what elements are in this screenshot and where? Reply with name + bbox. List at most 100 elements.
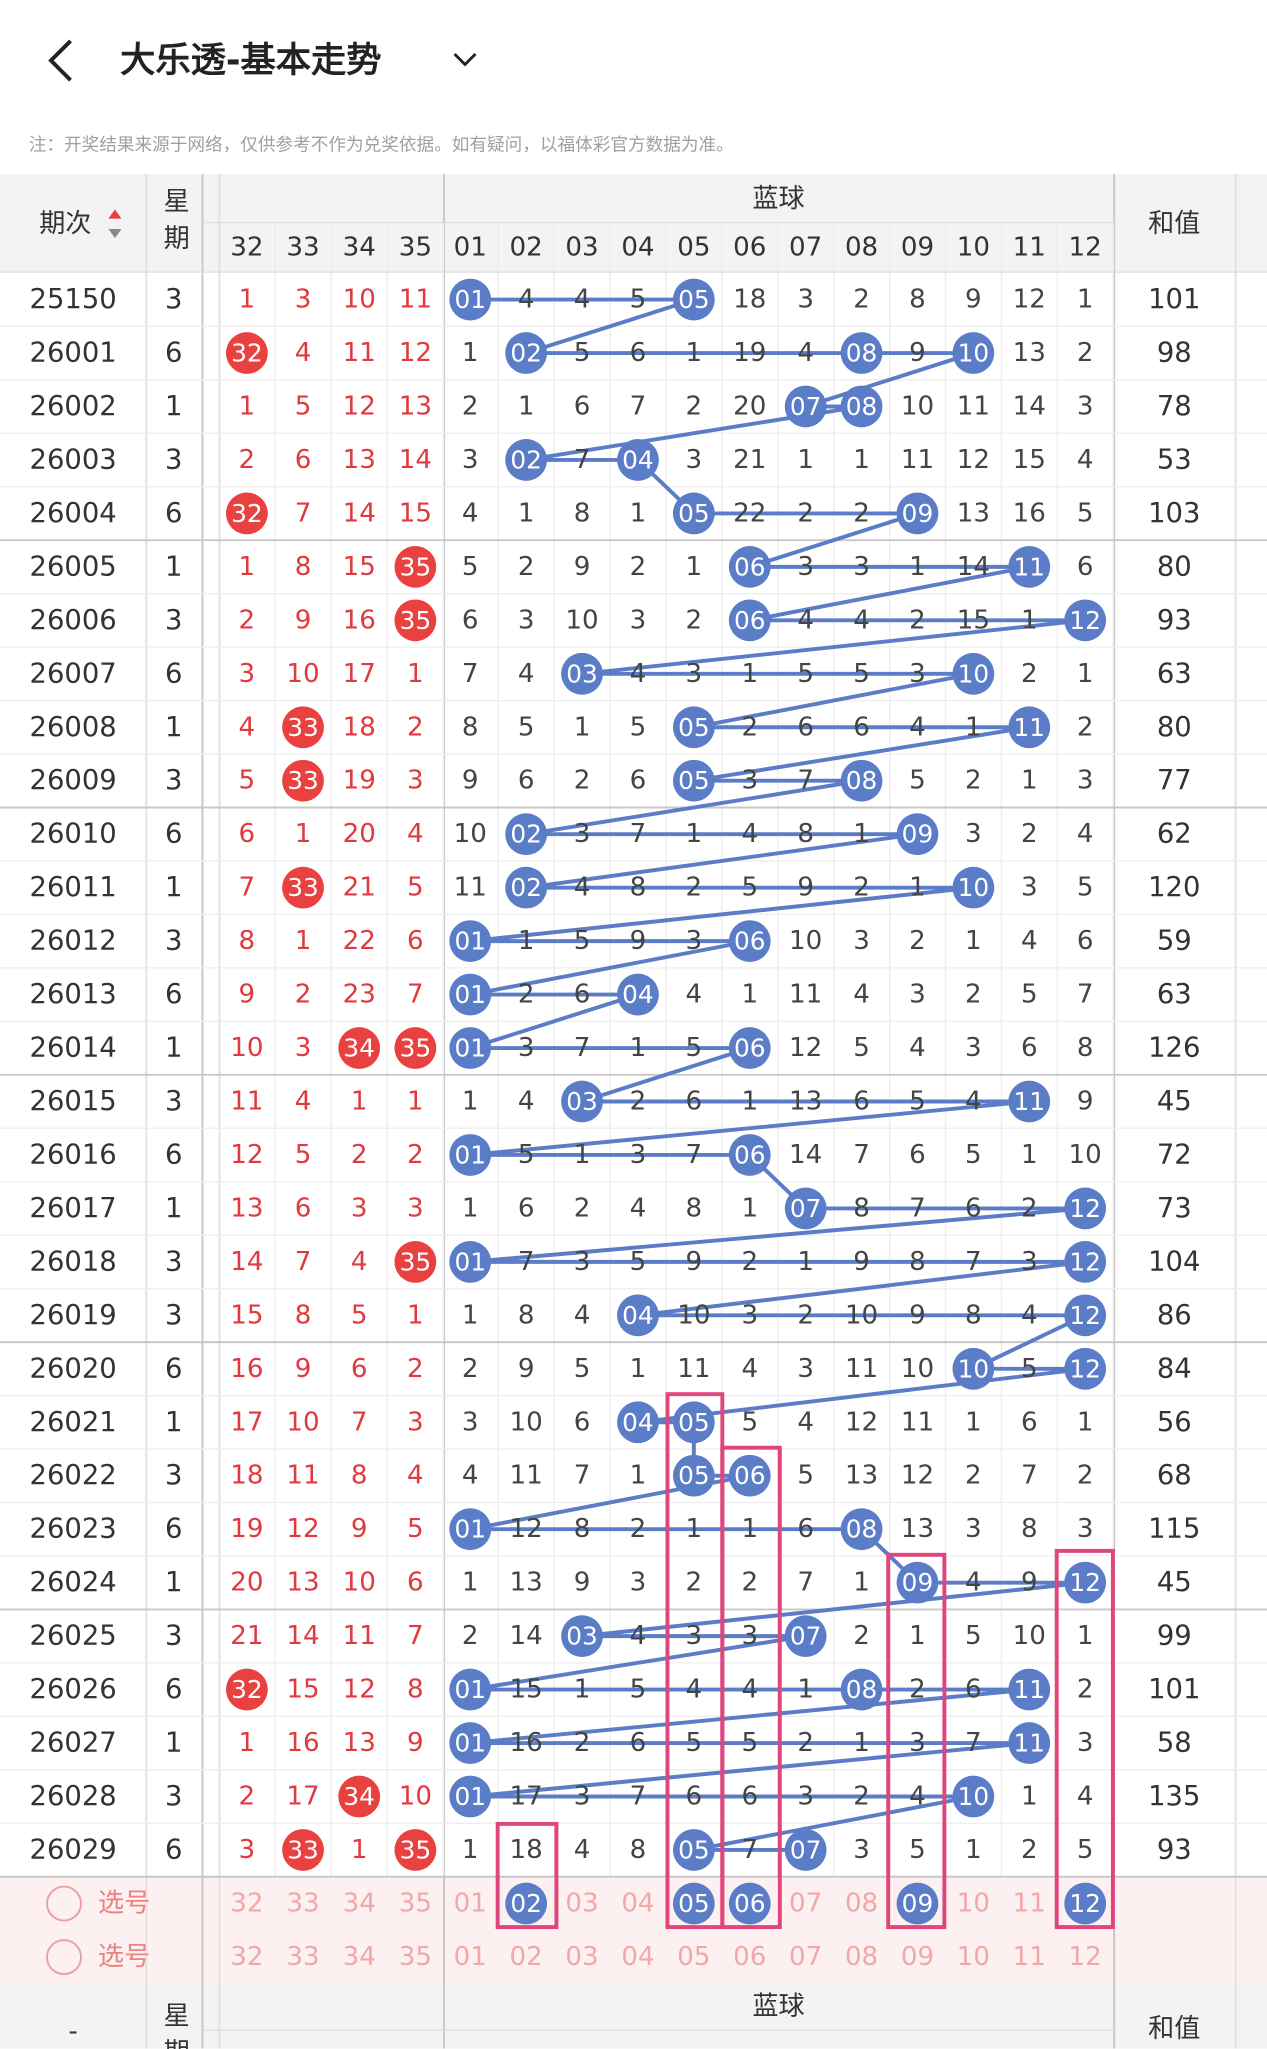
blue-miss-count: 6 <box>1077 926 1094 956</box>
blue-miss-count: 4 <box>574 1835 591 1865</box>
blue-miss-count: 1 <box>686 1514 703 1544</box>
blue-miss-count: 13 <box>957 498 990 528</box>
blue-miss-count: 4 <box>630 659 647 689</box>
red-miss-count: 7 <box>295 1247 312 1277</box>
red-miss-count: 4 <box>407 819 424 849</box>
blue-miss-count: 4 <box>462 498 479 528</box>
highlight-box <box>886 1552 947 1930</box>
footer-header-bg <box>0 1983 1267 2049</box>
selected-blue-ball[interactable] <box>1064 1882 1107 1925</box>
red-miss-count: 1 <box>239 285 256 315</box>
blue-miss-count: 3 <box>741 1300 758 1330</box>
blue-ball <box>672 1401 715 1444</box>
blue-miss-count: 1 <box>1077 1407 1094 1437</box>
red-miss-count: 7 <box>351 1407 368 1437</box>
blue-miss-count: 2 <box>462 1354 479 1384</box>
blue-ball <box>617 1401 659 1444</box>
blue-ball-number: 08 <box>846 392 878 421</box>
red-miss-count: 13 <box>230 1193 263 1223</box>
weekday: 6 <box>165 1514 182 1545</box>
select-blue-number: 03 <box>565 1942 598 1972</box>
blue-miss-count: 1 <box>462 1568 479 1598</box>
blue-miss-count: 5 <box>1077 498 1094 528</box>
column-header: 06 <box>733 232 766 262</box>
sum-value: 98 <box>1157 338 1192 369</box>
blue-ball-number: 10 <box>958 339 990 368</box>
blue-miss-count: 11 <box>845 1354 878 1384</box>
red-miss-count: 9 <box>295 605 312 635</box>
blue-ball-number: 07 <box>790 1622 822 1651</box>
red-miss-count: 5 <box>239 766 256 796</box>
blue-miss-count: 2 <box>1021 819 1038 849</box>
back-button[interactable] <box>48 39 72 82</box>
selected-blue-ball[interactable] <box>896 1882 939 1925</box>
blue-miss-count: 2 <box>686 1568 703 1598</box>
select-blue-number: 07 <box>789 1889 822 1919</box>
red-miss-count: 19 <box>230 1514 263 1544</box>
period: 26016 <box>30 1139 117 1170</box>
blue-miss-count: 10 <box>510 1407 543 1437</box>
blue-ball-number: 01 <box>454 285 486 314</box>
blue-miss-count: 8 <box>686 1193 703 1223</box>
blue-miss-count: 4 <box>741 1675 758 1705</box>
select-blue-number: 02 <box>510 1942 543 1972</box>
selected-blue-ball[interactable] <box>505 1882 548 1925</box>
weekday: 1 <box>165 1567 182 1598</box>
blue-miss-count: 5 <box>574 1354 591 1384</box>
blue-miss-count: 1 <box>909 1621 926 1651</box>
select-radio[interactable] <box>46 1885 82 1922</box>
select-blue-number: 01 <box>454 1942 487 1972</box>
red-miss-count: 6 <box>407 926 424 956</box>
red-miss-count: 5 <box>407 1514 424 1544</box>
red-miss-count: 5 <box>295 1140 312 1170</box>
blue-ball <box>449 1027 492 1069</box>
selected-blue-ball[interactable] <box>672 1882 715 1925</box>
select-radio[interactable] <box>46 1939 82 1976</box>
red-ball <box>394 1027 437 1069</box>
weekday: 6 <box>165 338 182 369</box>
red-miss-count: 6 <box>407 1568 424 1598</box>
blue-ball-number: 12 <box>1069 1354 1101 1383</box>
blue-miss-count: 6 <box>462 605 479 635</box>
sum-value: 62 <box>1157 819 1192 850</box>
weekday: 3 <box>165 1246 182 1277</box>
red-ball-number: 35 <box>400 1835 432 1864</box>
title-dropdown[interactable] <box>453 52 477 67</box>
blue-ball <box>1008 1722 1051 1764</box>
select-blue-number: 12 <box>1069 1942 1102 1972</box>
blue-ball <box>896 492 939 535</box>
blue-miss-count: 3 <box>741 1621 758 1651</box>
blue-ball-number: 12 <box>1069 1301 1101 1330</box>
sum-value: 68 <box>1157 1460 1192 1491</box>
select-blue-number: 04 <box>621 1942 654 1972</box>
blue-miss-count: 20 <box>733 391 766 421</box>
blue-miss-count: 5 <box>630 1247 647 1277</box>
blue-miss-count: 2 <box>741 712 758 742</box>
column-header: 35 <box>399 232 432 262</box>
blue-miss-count: 7 <box>965 1247 982 1277</box>
selected-blue-ball[interactable] <box>728 1882 771 1925</box>
blue-miss-count: 6 <box>518 766 535 796</box>
blue-miss-count: 14 <box>789 1140 822 1170</box>
blue-ball <box>784 385 827 428</box>
blue-ball <box>1064 599 1107 642</box>
blue-miss-count: 4 <box>1021 926 1038 956</box>
blue-miss-count: 4 <box>741 1354 758 1384</box>
period: 26013 <box>30 979 117 1010</box>
sum-value: 80 <box>1157 551 1192 582</box>
blue-ball-number: 06 <box>734 552 766 581</box>
blue-miss-count: 2 <box>853 498 870 528</box>
blue-ball-number: 08 <box>846 339 878 368</box>
blue-ball-number: 12 <box>1069 1247 1101 1276</box>
sum-value: 101 <box>1148 284 1200 315</box>
blue-ball-number: 04 <box>622 1408 654 1437</box>
select-blue-number: 01 <box>454 1889 487 1919</box>
period: 26003 <box>30 444 117 475</box>
blue-miss-count: 3 <box>1021 1247 1038 1277</box>
blue-miss-count: 5 <box>686 1728 703 1758</box>
blue-ball <box>561 1080 603 1123</box>
blue-miss-count: 9 <box>853 1247 870 1277</box>
blue-miss-count: 6 <box>518 1193 535 1223</box>
blue-miss-count: 1 <box>462 338 479 368</box>
blue-miss-count: 1 <box>853 819 870 849</box>
